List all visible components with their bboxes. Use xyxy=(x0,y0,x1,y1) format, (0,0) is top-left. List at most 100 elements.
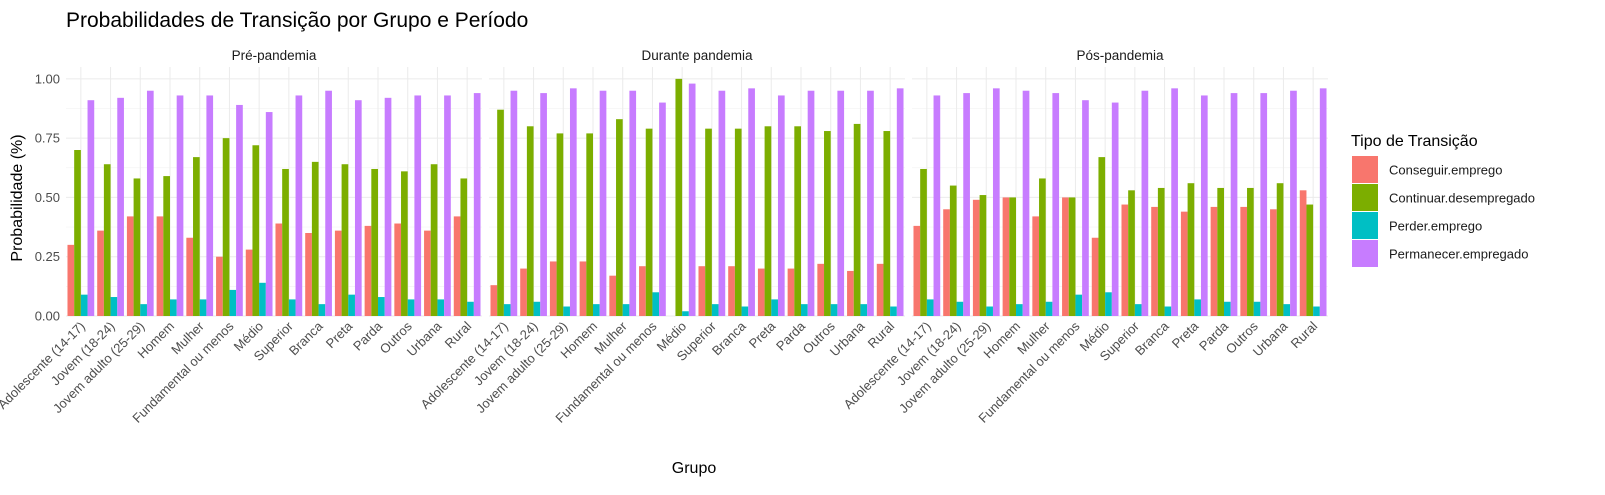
bar xyxy=(830,304,838,316)
x-tick-label: Rural xyxy=(442,318,475,351)
bar xyxy=(222,138,230,316)
bar xyxy=(371,168,378,316)
bar xyxy=(1111,102,1119,316)
bar xyxy=(467,301,474,316)
bar xyxy=(787,268,795,316)
bar xyxy=(1187,183,1195,316)
bar xyxy=(741,306,749,316)
x-tick-label: Rural xyxy=(1288,318,1321,351)
bar xyxy=(80,294,88,316)
facet-strip-label: Durante pandemia xyxy=(641,48,753,63)
bar xyxy=(569,88,577,316)
legend-key xyxy=(1352,156,1378,183)
legend-title: Tipo de Transição xyxy=(1351,133,1478,150)
bar xyxy=(867,90,874,316)
bar xyxy=(1062,197,1069,316)
bar xyxy=(1105,292,1112,316)
x-tick-label: Rural xyxy=(865,318,898,351)
bar xyxy=(757,268,765,316)
bar xyxy=(146,90,154,316)
x-tick-label: Branca xyxy=(286,318,326,358)
bar xyxy=(533,301,541,316)
bar xyxy=(1230,93,1238,316)
bar xyxy=(176,95,184,316)
bar xyxy=(236,104,243,316)
bar xyxy=(1224,301,1231,316)
bar xyxy=(1276,183,1284,316)
bar xyxy=(1313,306,1320,316)
bar xyxy=(67,244,75,316)
legend-label: Perder.emprego xyxy=(1389,219,1482,234)
bar xyxy=(460,178,468,316)
y-axis-title: Probabilidade (%) xyxy=(9,134,26,261)
legend-key xyxy=(1352,240,1378,267)
bar xyxy=(199,299,207,316)
bar xyxy=(245,249,253,316)
bar xyxy=(206,95,214,316)
bar xyxy=(956,301,964,316)
bar xyxy=(1200,95,1208,316)
bar xyxy=(824,131,831,316)
bar xyxy=(1009,197,1016,316)
bar xyxy=(579,261,587,316)
bar xyxy=(437,299,445,316)
bar xyxy=(556,133,564,316)
bar xyxy=(979,195,987,316)
bar xyxy=(520,268,527,316)
bar xyxy=(97,230,104,316)
bar xyxy=(549,261,557,316)
bar xyxy=(414,95,422,316)
bar xyxy=(1098,157,1106,316)
bar xyxy=(1283,304,1291,316)
bar xyxy=(216,256,223,316)
x-tick-label: Preta xyxy=(746,318,779,351)
bar xyxy=(1032,216,1040,316)
bar xyxy=(1194,299,1201,316)
bar xyxy=(711,304,719,316)
bar xyxy=(1016,304,1023,316)
bar xyxy=(926,299,934,316)
bar xyxy=(140,304,147,316)
bar xyxy=(675,78,683,316)
bar xyxy=(1141,90,1149,316)
bar xyxy=(341,164,349,316)
bar xyxy=(1247,187,1254,316)
bar xyxy=(1290,90,1297,316)
bar xyxy=(1253,301,1261,316)
bar xyxy=(853,123,861,317)
bar xyxy=(1068,197,1076,316)
bar xyxy=(170,299,177,316)
bar xyxy=(1052,93,1060,316)
chart-title: Probabilidades de Transição por Grupo e … xyxy=(66,9,528,32)
bar xyxy=(1171,88,1178,316)
bar xyxy=(1082,100,1089,316)
bar xyxy=(599,90,607,316)
bar xyxy=(1151,206,1158,316)
bar xyxy=(378,297,385,316)
bar xyxy=(1164,306,1172,316)
legend-label: Conseguir.emprego xyxy=(1389,163,1502,178)
bar xyxy=(156,216,164,316)
bar xyxy=(401,171,408,316)
bar xyxy=(193,157,200,316)
bar xyxy=(334,230,342,316)
bar xyxy=(1157,187,1165,316)
bar xyxy=(698,266,706,316)
bar xyxy=(186,237,194,316)
bar xyxy=(586,133,593,316)
bar xyxy=(490,285,498,316)
bar xyxy=(817,263,825,316)
bar xyxy=(229,289,237,316)
facet-strip-label: Pré-pandemia xyxy=(232,48,317,63)
bar xyxy=(963,93,970,316)
bar xyxy=(126,216,134,316)
bar xyxy=(801,304,808,316)
x-tick-label: Preta xyxy=(1169,318,1202,351)
bar xyxy=(659,102,666,316)
bar xyxy=(1134,304,1142,316)
x-tick-label: Preta xyxy=(323,318,356,351)
bar xyxy=(364,225,372,316)
bar xyxy=(1045,301,1053,316)
bar xyxy=(526,126,534,317)
